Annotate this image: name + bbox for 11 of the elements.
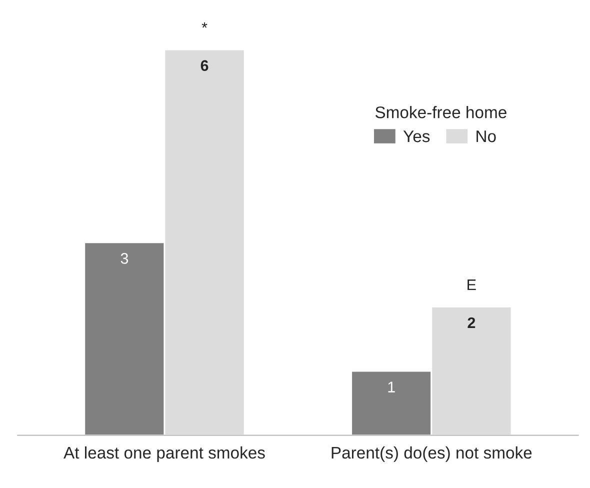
data-label: 2	[468, 317, 476, 328]
legend-title: Smoke-free home	[375, 106, 506, 118]
legend-label: Yes	[403, 130, 430, 142]
data-label: 3	[120, 253, 128, 264]
data-label: 1	[388, 382, 395, 392]
x-tick-label: At least one parent smokes	[64, 446, 265, 462]
annotation: E	[468, 280, 476, 290]
annotation: *	[202, 22, 208, 28]
data-label: 6	[200, 60, 208, 72]
legend-label: No	[476, 130, 496, 142]
x-tick-label: Parent(s) do(es) not smoke	[332, 446, 532, 462]
